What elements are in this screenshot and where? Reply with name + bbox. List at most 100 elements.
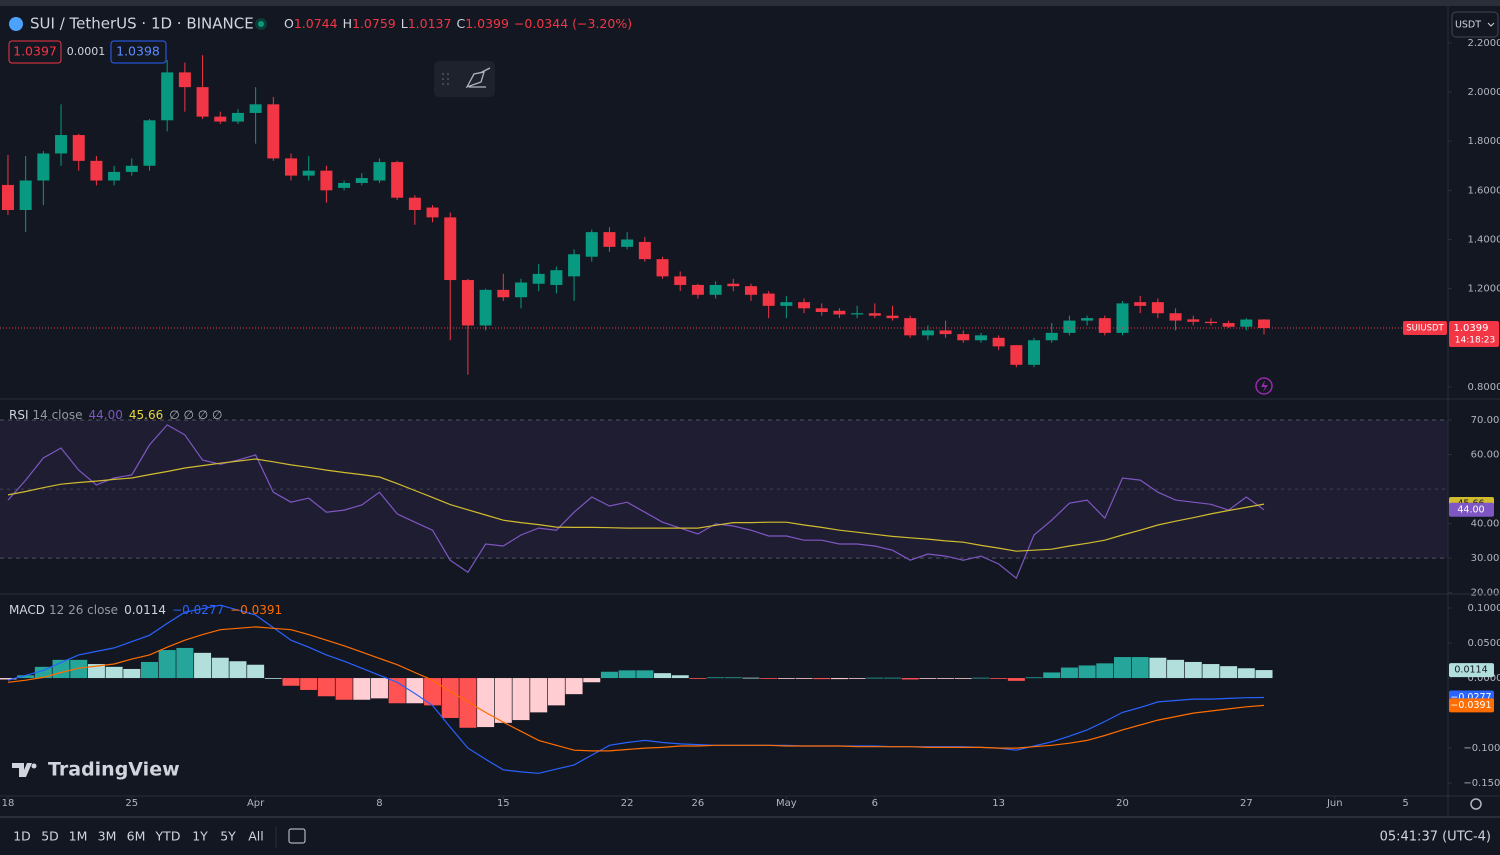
histogram-bar: [17, 675, 35, 679]
candle-body: [514, 282, 527, 298]
x-tick-label: 27: [1240, 798, 1253, 809]
macd-badge: [1449, 698, 1494, 713]
histogram-bar: [211, 657, 229, 679]
y-tick-label: 0.1000: [1468, 603, 1500, 614]
candle-body: [886, 315, 899, 319]
range-button[interactable]: 1D: [13, 829, 31, 844]
candle-body: [1, 184, 14, 211]
x-tick-label: May: [776, 798, 797, 809]
histogram-bar: [158, 650, 176, 679]
range-button[interactable]: 5Y: [220, 829, 236, 844]
candle-body: [214, 116, 227, 122]
range-button[interactable]: 1Y: [192, 829, 208, 844]
y-tick-label: 70.00: [1471, 415, 1500, 426]
symbol-title[interactable]: SUI / TetherUS · 1D · BINANCE: [30, 15, 254, 33]
drawing-toolbar[interactable]: [434, 61, 495, 97]
macd-line: [7, 604, 1265, 774]
candle-body: [426, 207, 439, 218]
range-button[interactable]: YTD: [155, 829, 181, 844]
range-button[interactable]: 5D: [41, 829, 59, 844]
histogram-bar: [176, 647, 194, 679]
histogram-bar: [1060, 667, 1078, 679]
candle-body: [656, 259, 669, 277]
histogram-bar: [494, 678, 512, 723]
candle-body: [1169, 313, 1182, 321]
range-toolbar: 1D 5D 1M 3M 6M YTD 1Y 5Y All: [13, 829, 264, 844]
histogram-bar: [123, 668, 141, 679]
histogram-bar: [1220, 666, 1238, 679]
x-tick-label: 15: [497, 798, 510, 809]
histogram-bar: [300, 678, 318, 690]
y-tick-label: 1.2000: [1468, 284, 1500, 295]
candle-body: [957, 334, 970, 341]
y-tick-label: 20.00: [1471, 588, 1500, 599]
candle-body: [851, 313, 864, 315]
histogram-bar: [1043, 672, 1061, 679]
calendar-icon[interactable]: [288, 828, 306, 844]
range-button[interactable]: All: [248, 829, 264, 844]
histogram-bar: [105, 666, 123, 679]
macd-params: 12 26 close: [49, 603, 118, 617]
buy-box[interactable]: [110, 40, 167, 64]
histogram-bar: [264, 678, 282, 679]
y-tick-label: −0.1000: [1463, 743, 1500, 754]
candle-body: [72, 135, 85, 161]
histogram-bar: [777, 678, 795, 679]
candle-body: [798, 302, 811, 309]
alert-icon[interactable]: [1255, 377, 1273, 395]
x-tick-label: 20: [1116, 798, 1129, 809]
histogram-bar: [600, 671, 618, 679]
candle-body: [762, 293, 775, 306]
histogram-bar: [459, 678, 477, 728]
countdown: 14:18:23: [1455, 335, 1495, 345]
histogram-bar: [636, 670, 654, 679]
candle-body: [55, 135, 68, 154]
range-button[interactable]: 6M: [127, 829, 146, 844]
candle-body: [815, 308, 828, 312]
candle-body: [727, 283, 740, 287]
x-tick-label: 6: [872, 798, 878, 809]
settings-icon[interactable]: [1470, 798, 1482, 810]
x-tick-label: 25: [125, 798, 138, 809]
buy-price[interactable]: 1.0398: [116, 44, 160, 59]
candle-body: [285, 158, 298, 176]
histogram-bar: [1131, 657, 1149, 679]
histogram-bar: [282, 678, 300, 686]
candle-body: [90, 160, 103, 181]
macd-title: MACD: [9, 603, 45, 617]
histogram-bar: [547, 678, 565, 706]
y-tick-label: 0.0500: [1468, 638, 1500, 649]
histogram-bar: [954, 678, 972, 679]
histogram-bar: [848, 678, 866, 679]
currency[interactable]: USDT: [1455, 20, 1481, 31]
macd-badge-label: −0.0391: [1450, 700, 1491, 711]
candle-body: [992, 337, 1005, 347]
rsi-badge-label: 44.00: [1457, 504, 1484, 515]
histogram-bar: [760, 678, 778, 679]
sell-box[interactable]: [8, 40, 62, 64]
histogram-bar: [1096, 663, 1114, 679]
x-tick-label: Apr: [247, 798, 265, 809]
spread: 0.0001: [67, 45, 106, 58]
candle-body: [833, 310, 846, 315]
currency-button[interactable]: [1451, 11, 1499, 38]
candle-body: [125, 165, 138, 172]
histogram-bar: [937, 678, 955, 679]
y-tick-label: 30.00: [1471, 553, 1500, 564]
candle-body: [550, 270, 563, 285]
brush-icon[interactable]: [465, 67, 491, 89]
clock: 05:41:37 (UTC-4): [1380, 830, 1491, 845]
histogram-bar: [424, 678, 442, 706]
change: −0.0344 (−3.20%): [514, 16, 632, 31]
symbol-tag-label: SUIUSDT: [1406, 323, 1444, 333]
candle-body: [1098, 318, 1111, 333]
range-button[interactable]: 3M: [98, 829, 117, 844]
range-button[interactable]: 1M: [69, 829, 88, 844]
ohlc-letter: O: [284, 16, 294, 31]
rsi-title: RSI: [9, 408, 29, 422]
sell-price[interactable]: 1.0397: [13, 44, 57, 59]
histogram-bar: [654, 673, 672, 679]
histogram-bar: [370, 678, 388, 699]
